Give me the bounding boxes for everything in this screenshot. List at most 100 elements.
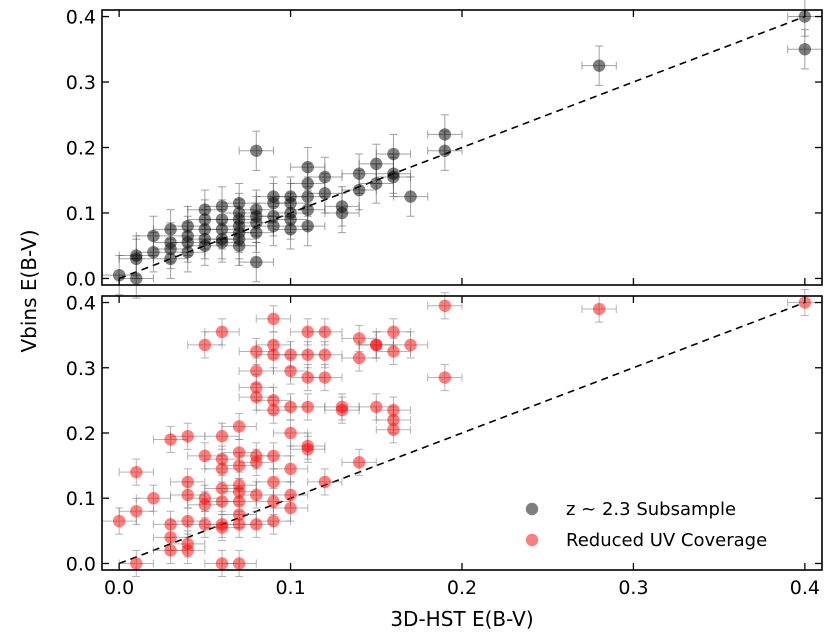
data-point	[147, 246, 160, 259]
data-point	[301, 371, 314, 384]
data-point	[232, 495, 246, 508]
data-point	[232, 446, 246, 459]
data-point	[301, 190, 314, 203]
x-axis-label: 3D-HST E(B-V)	[390, 607, 533, 631]
data-point	[181, 430, 194, 443]
error-bar	[392, 176, 429, 217]
data-point	[404, 190, 417, 203]
data-point	[130, 249, 143, 262]
data-point	[267, 475, 280, 489]
data-point	[267, 338, 280, 352]
data-point	[284, 196, 297, 210]
data-point	[215, 462, 229, 476]
data-point	[798, 43, 812, 56]
data-point	[301, 400, 314, 414]
data-point	[370, 177, 383, 190]
data-point	[181, 219, 194, 233]
data-point	[318, 170, 332, 184]
data-point	[181, 475, 194, 489]
legend-label-subsample: z ~ 2.3 Subsample	[566, 499, 736, 520]
data-point	[267, 348, 280, 361]
bottom-panel: 0.0 0.1 0.2 0.3 0.4 0.0 0.1 0.2 0.3 0.4	[66, 288, 823, 599]
y-tick-label: 0.4	[66, 293, 96, 315]
data-point	[198, 449, 212, 463]
top-panel: 0.0 0.1 0.2 0.3 0.4	[66, 0, 823, 299]
data-point	[215, 482, 229, 495]
data-point	[387, 345, 400, 358]
data-point	[318, 325, 332, 339]
data-point	[181, 246, 194, 259]
legend: z ~ 2.3 Subsample Reduced UV Coverage	[525, 499, 767, 551]
data-point	[267, 312, 280, 326]
data-point	[198, 239, 212, 252]
data-point	[267, 449, 280, 463]
y-tick-label: 0.0	[66, 553, 96, 575]
data-point	[301, 203, 314, 216]
data-point	[198, 203, 212, 216]
data-point	[318, 371, 332, 384]
data-point	[250, 390, 263, 404]
data-point	[387, 325, 400, 339]
x-tick-label: 0.2	[447, 577, 477, 599]
data-point	[352, 456, 366, 469]
data-point	[181, 236, 194, 249]
data-point	[284, 488, 297, 502]
data-point	[301, 443, 314, 456]
data-point	[592, 59, 606, 72]
data-point	[250, 518, 263, 531]
data-point	[370, 157, 383, 171]
x-tick-label: 0.0	[104, 577, 134, 599]
data-point	[232, 196, 246, 210]
data-point	[130, 557, 143, 570]
data-point	[215, 200, 229, 213]
data-point	[198, 223, 212, 236]
data-point	[267, 394, 280, 407]
data-point	[215, 430, 229, 443]
data-point	[250, 488, 263, 502]
data-point	[284, 348, 297, 361]
x-tick-label: 0.4	[790, 577, 820, 599]
data-point	[592, 302, 606, 316]
data-point	[232, 459, 246, 472]
data-point	[267, 219, 280, 233]
data-point	[267, 514, 280, 528]
y-tick-label: 0.4	[66, 7, 96, 29]
data-point	[181, 488, 194, 502]
data-point	[370, 400, 383, 414]
data-point	[352, 332, 366, 345]
data-point	[284, 426, 297, 440]
data-point	[198, 518, 212, 531]
data-point	[387, 170, 400, 184]
data-point	[318, 475, 332, 489]
y-tick-label: 0.3	[66, 358, 96, 380]
data-point	[130, 505, 143, 518]
data-point	[284, 400, 297, 414]
data-point	[335, 206, 349, 220]
data-point	[301, 160, 314, 174]
data-point	[267, 210, 280, 223]
data-point	[112, 268, 126, 282]
error-bar	[427, 364, 463, 392]
data-point	[164, 544, 177, 557]
legend-label-reduced-uv: Reduced UV Coverage	[566, 530, 767, 551]
data-point	[352, 351, 366, 365]
y-axis-label: Vbins E(B-V)	[17, 229, 41, 352]
data-point	[250, 381, 263, 394]
data-point	[370, 338, 383, 352]
data-point	[404, 338, 417, 352]
data-point	[232, 485, 246, 498]
data-point	[387, 423, 400, 436]
data-point	[164, 531, 177, 544]
data-point	[318, 348, 332, 361]
data-point	[301, 325, 314, 339]
data-point	[164, 242, 177, 256]
data-point	[387, 413, 400, 427]
data-point	[267, 196, 280, 210]
y-tick-label: 0.1	[66, 203, 96, 225]
x-tick-label: 0.1	[275, 577, 305, 599]
data-point	[438, 128, 452, 141]
data-point	[301, 219, 314, 233]
data-point	[164, 518, 177, 531]
data-point	[215, 213, 229, 226]
